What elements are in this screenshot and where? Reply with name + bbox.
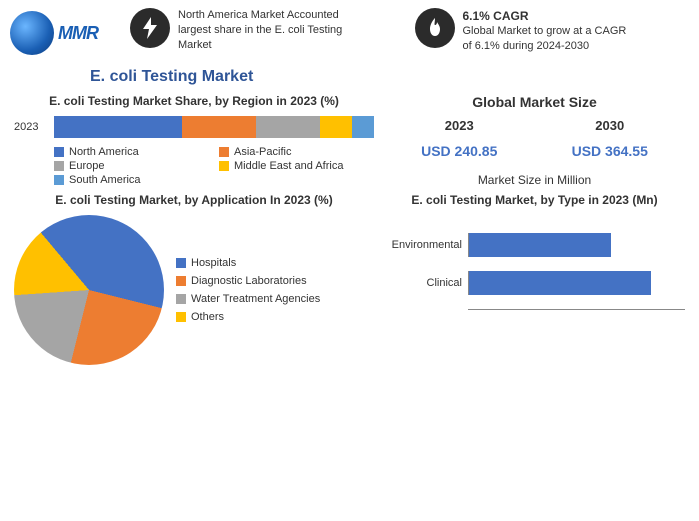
header-row: MMR North America Market Accounted large… bbox=[0, 0, 699, 62]
legend-swatch-icon bbox=[176, 258, 186, 268]
flame-icon bbox=[415, 8, 455, 48]
global-size-title: Global Market Size bbox=[384, 94, 685, 110]
type-panel: E. coli Testing Market, by Type in 2023 … bbox=[384, 193, 685, 365]
legend-swatch-icon bbox=[176, 294, 186, 304]
legend-item: Water Treatment Agencies bbox=[176, 293, 320, 305]
application-pie-holder: Hospitals Diagnostic Laboratories Water Tr… bbox=[14, 215, 374, 365]
legend-swatch-icon bbox=[219, 161, 229, 171]
info-cagr-text: 6.1% CAGR Global Market to grow at a CAG… bbox=[463, 8, 633, 54]
application-panel: E. coli Testing Market, by Application I… bbox=[14, 193, 374, 365]
legend-label: Hospitals bbox=[191, 257, 236, 269]
type-bar-label: Clinical bbox=[384, 277, 462, 289]
legend-label: Water Treatment Agencies bbox=[191, 293, 320, 305]
legend-swatch-icon bbox=[54, 147, 64, 157]
type-bar-track bbox=[468, 233, 685, 257]
region-row-label: 2023 bbox=[14, 121, 46, 133]
gms-year-2030: 2030 bbox=[572, 118, 648, 133]
legend-label: Diagnostic Laboratories bbox=[191, 275, 307, 287]
cagr-body: Global Market to grow at a CAGR of 6.1% … bbox=[463, 24, 633, 54]
legend-label: Asia-Pacific bbox=[234, 146, 291, 158]
global-size-row: 2023 USD 240.85 2030 USD 364.55 bbox=[384, 118, 685, 159]
legend-item: Hospitals bbox=[176, 257, 320, 269]
global-size-2023: 2023 USD 240.85 bbox=[421, 118, 497, 159]
legend-item: Others bbox=[176, 311, 320, 323]
legend-item: Diagnostic Laboratories bbox=[176, 275, 320, 287]
logo-text: MMR bbox=[58, 23, 98, 44]
type-title: E. coli Testing Market, by Type in 2023 … bbox=[384, 193, 685, 209]
type-bar-area: Environmental Clinical bbox=[384, 215, 685, 310]
mmr-logo: MMR bbox=[10, 8, 120, 58]
region-seg-south-america bbox=[352, 116, 374, 138]
legend-label: South America bbox=[69, 174, 141, 186]
legend-label: Middle East and Africa bbox=[234, 160, 343, 172]
region-share-panel: E. coli Testing Market Share, by Region … bbox=[14, 94, 374, 187]
type-bar-label: Environmental bbox=[384, 239, 462, 251]
legend-item: South America bbox=[54, 174, 209, 186]
legend-item: Middle East and Africa bbox=[219, 160, 374, 172]
legend-swatch-icon bbox=[176, 312, 186, 322]
info-block-cagr: 6.1% CAGR Global Market to grow at a CAG… bbox=[415, 8, 690, 54]
global-size-unit: Market Size in Million bbox=[384, 173, 685, 187]
globe-icon bbox=[10, 11, 54, 55]
type-bar-row: Clinical bbox=[384, 271, 685, 295]
gms-val-2030: USD 364.55 bbox=[572, 143, 648, 159]
legend-label: North America bbox=[69, 146, 139, 158]
legend-swatch-icon bbox=[54, 161, 64, 171]
page-title: E. coli Testing Market bbox=[0, 62, 699, 94]
gms-val-2023: USD 240.85 bbox=[421, 143, 497, 159]
type-bar-track bbox=[468, 271, 685, 295]
legend-item: Asia-Pacific bbox=[219, 146, 374, 158]
application-legend: Hospitals Diagnostic Laboratories Water Tr… bbox=[176, 257, 320, 323]
application-title: E. coli Testing Market, by Application I… bbox=[14, 193, 374, 209]
region-stacked-bar: 2023 bbox=[14, 116, 374, 138]
cagr-headline: 6.1% CAGR bbox=[463, 8, 633, 24]
gms-year-2023: 2023 bbox=[421, 118, 497, 133]
application-pie bbox=[14, 215, 164, 365]
region-seg-asia-pacific bbox=[182, 116, 256, 138]
legend-swatch-icon bbox=[219, 147, 229, 157]
chart-grid: E. coli Testing Market Share, by Region … bbox=[0, 94, 699, 365]
type-bar-fill bbox=[469, 233, 611, 257]
legend-swatch-icon bbox=[176, 276, 186, 286]
global-size-panel: Global Market Size 2023 USD 240.85 2030 … bbox=[384, 94, 685, 187]
legend-label: Others bbox=[191, 311, 224, 323]
type-bar-fill bbox=[469, 271, 651, 295]
type-bar-row: Environmental bbox=[384, 233, 685, 257]
legend-item: North America bbox=[54, 146, 209, 158]
region-seg-north-america bbox=[54, 116, 182, 138]
legend-swatch-icon bbox=[54, 175, 64, 185]
type-x-axis bbox=[468, 309, 685, 310]
region-seg-europe bbox=[256, 116, 320, 138]
legend-label: Europe bbox=[69, 160, 104, 172]
region-legend: North America Asia-Pacific Europe Middle Ea… bbox=[14, 146, 374, 186]
region-share-title: E. coli Testing Market Share, by Region … bbox=[14, 94, 374, 110]
bolt-icon bbox=[130, 8, 170, 48]
info-block-region: North America Market Accounted largest s… bbox=[130, 8, 405, 53]
region-bar-track bbox=[54, 116, 374, 138]
global-size-2030: 2030 USD 364.55 bbox=[572, 118, 648, 159]
info-region-text: North America Market Accounted largest s… bbox=[178, 8, 348, 53]
legend-item: Europe bbox=[54, 160, 209, 172]
region-seg-middle-east-and-africa bbox=[320, 116, 352, 138]
